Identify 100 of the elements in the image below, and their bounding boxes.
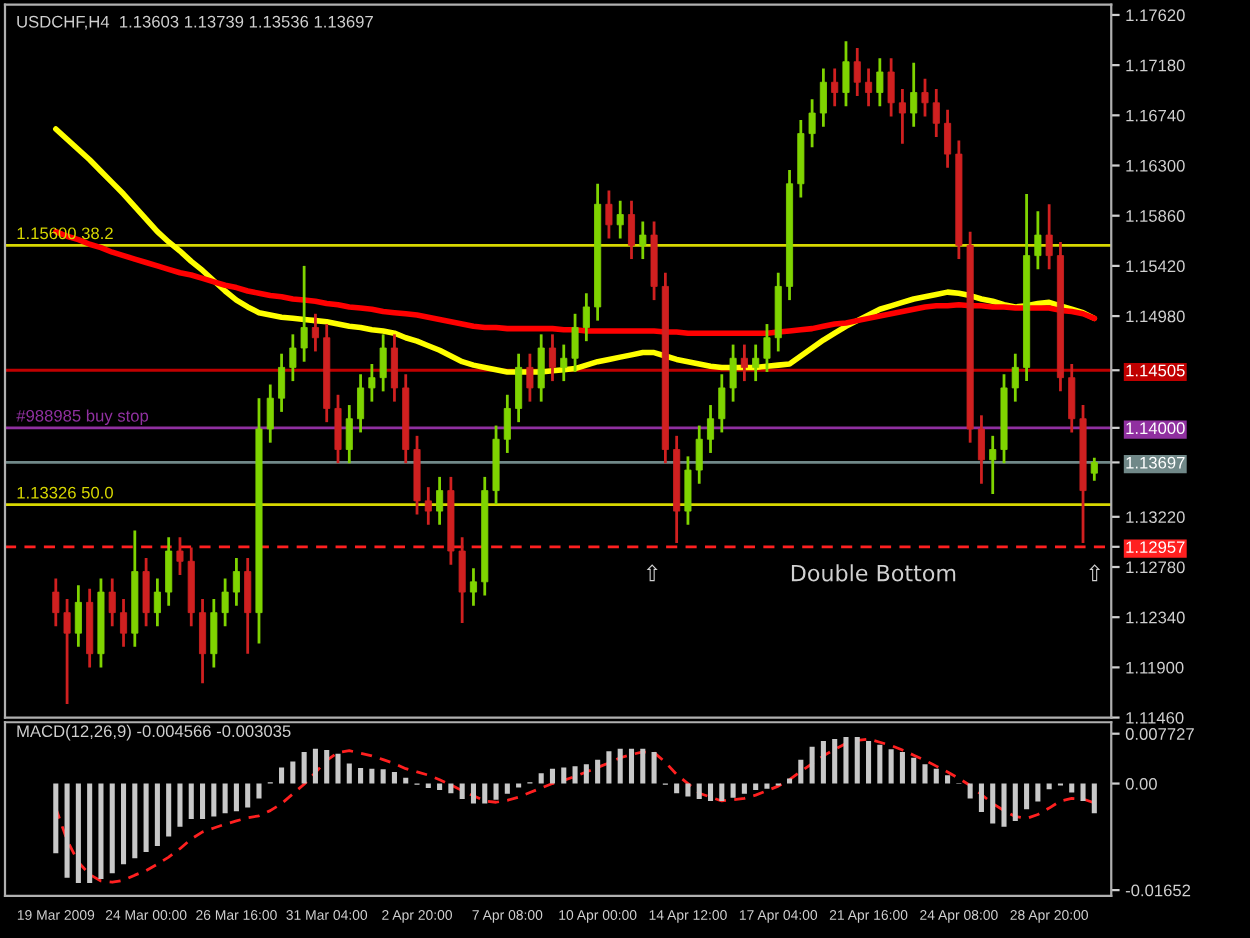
bar: [617, 748, 623, 784]
candlestick: [887, 56, 895, 118]
candlestick: [819, 67, 827, 129]
candlestick: [424, 485, 432, 527]
bar: [211, 783, 217, 817]
bar: [120, 783, 127, 865]
candlestick: [548, 332, 557, 383]
y-tick-label: 1.11900: [1126, 661, 1184, 674]
bar: [1080, 783, 1086, 801]
bar: [786, 778, 793, 784]
y-tick-label: 0.007727: [1125, 728, 1194, 740]
bar: [741, 783, 747, 794]
candlestick: [515, 352, 523, 424]
bar: [1012, 783, 1018, 821]
bar: [933, 768, 939, 784]
bar: [391, 771, 397, 784]
bar: [820, 740, 826, 784]
y-tick-label: 1.14505: [1126, 364, 1185, 377]
y-tick-label: 1.12957: [1126, 541, 1185, 554]
candlestick: [199, 597, 207, 685]
bar: [53, 783, 59, 854]
bar: [651, 751, 657, 784]
bar: [459, 783, 465, 800]
candlestick: [142, 556, 150, 628]
bar: [674, 783, 680, 794]
bar: [685, 783, 691, 797]
bar: [719, 783, 725, 801]
candlestick: [977, 413, 985, 486]
bar: [64, 783, 70, 878]
y-tick-label: 1.17180: [1126, 59, 1185, 72]
y-tick-label: 1.12340: [1126, 611, 1185, 624]
bar: [335, 753, 341, 784]
bar: [798, 759, 804, 784]
candlestick: [752, 343, 760, 383]
candlestick: [120, 597, 128, 649]
bar: [109, 783, 115, 874]
bar: [403, 777, 409, 784]
y-tick-label: 1.13697: [1126, 456, 1185, 469]
bar: [245, 783, 251, 808]
candlestick: [334, 393, 342, 465]
bar: [809, 746, 815, 784]
bar: [753, 783, 759, 790]
candlestick: [740, 343, 748, 383]
bar: [843, 737, 849, 784]
bar: [493, 783, 499, 800]
candlestick: [153, 577, 161, 628]
bar: [730, 783, 736, 798]
bar: [707, 783, 714, 801]
chart-title: MACD(12,26,9) -0.004566 -0.003035: [17, 724, 291, 741]
y-tick-label: 1.16740: [1126, 109, 1185, 122]
candlestick: [921, 77, 929, 118]
bar: [346, 763, 352, 784]
bar: [166, 783, 172, 837]
candlestick: [537, 332, 545, 404]
candlestick: [898, 87, 906, 146]
bar: [764, 783, 770, 789]
candlestick: [1045, 202, 1053, 271]
candlestick: [311, 312, 319, 353]
candlestick: [266, 383, 274, 445]
candlestick: [989, 434, 997, 496]
candlestick: [176, 535, 184, 577]
y-tick-label: 1.13220: [1126, 511, 1185, 524]
bar: [233, 783, 239, 812]
bar: [177, 783, 183, 827]
bar: [188, 783, 194, 820]
candlestick: [842, 39, 850, 108]
bar: [696, 783, 702, 800]
bar: [369, 768, 375, 784]
candlestick: [1011, 352, 1019, 404]
bar: [448, 783, 454, 794]
bar: [470, 783, 476, 804]
bar: [1024, 783, 1030, 810]
bar: [75, 783, 81, 883]
bar: [87, 783, 93, 883]
bar: [990, 783, 996, 824]
candlestick: [944, 108, 952, 170]
bar: [1001, 783, 1007, 827]
bar: [945, 775, 951, 784]
bar: [583, 764, 589, 784]
bar: [538, 773, 544, 784]
bar: [1035, 783, 1041, 802]
bar: [222, 783, 228, 814]
bar: [832, 739, 838, 784]
bar: [437, 783, 443, 790]
candlestick: [232, 556, 240, 608]
candlestick: [876, 56, 884, 108]
candlestick: [165, 535, 173, 608]
bar: [595, 759, 601, 784]
bar: [200, 783, 206, 820]
candlestick: [831, 67, 839, 108]
bar: [1091, 783, 1097, 814]
bar: [358, 768, 364, 784]
bar: [888, 749, 894, 784]
bar: [628, 748, 635, 784]
ref-line-label: #988985 buy stop: [16, 409, 149, 425]
candlestick: [706, 403, 715, 455]
bar: [877, 744, 883, 784]
candlestick: [853, 46, 861, 98]
bar: [967, 783, 973, 799]
bar: [279, 767, 285, 784]
